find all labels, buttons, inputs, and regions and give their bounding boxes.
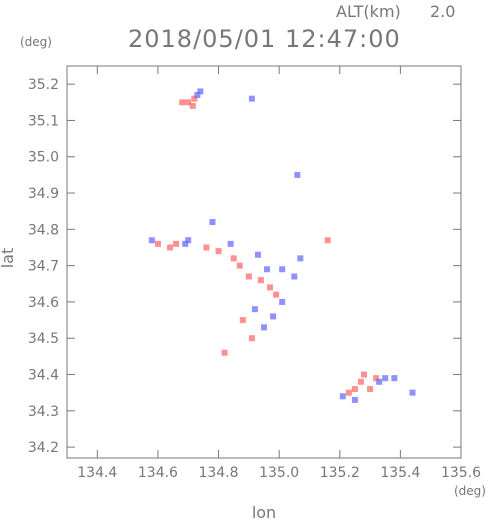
plot-frame [66, 65, 462, 459]
y-tick-label: 34.8 [28, 222, 59, 238]
echo-point [382, 375, 389, 382]
echo-point [351, 396, 358, 403]
echo-point [409, 389, 416, 396]
x-tick-label: 134.6 [138, 465, 178, 481]
echo-point [361, 371, 368, 378]
x-tick-label: 134.8 [198, 465, 238, 481]
echo-point [227, 240, 234, 247]
x-tick-label: 134.4 [77, 465, 117, 481]
echo-point [221, 349, 228, 356]
echo-point [236, 262, 243, 269]
echo-point [279, 298, 286, 305]
echo-point [189, 102, 196, 109]
echo-point [215, 248, 222, 255]
echo-point [248, 95, 255, 102]
echo-point [173, 240, 180, 247]
echo-point [351, 386, 358, 393]
x-unit-label: (deg) [454, 484, 486, 498]
y-tick-label: 35.1 [28, 113, 59, 129]
echo-point [324, 237, 331, 244]
echo-series-negative [148, 88, 416, 403]
x-tick-label: 135.6 [441, 465, 481, 481]
echo-point [345, 389, 352, 396]
y-tick-label: 34.9 [28, 186, 59, 202]
echo-series-positive [154, 95, 380, 396]
x-axis-ticks: 134.4 134.6 134.8 135.0 135.2 135.4 135.6 [77, 66, 481, 481]
echo-point [297, 255, 304, 262]
y-tick-label: 34.7 [28, 259, 59, 275]
y-tick-label: 34.4 [28, 368, 59, 384]
y-tick-label: 34.2 [28, 440, 59, 456]
x-tick-label: 135.2 [320, 465, 360, 481]
echo-point [376, 378, 383, 385]
y-unit-label: (deg) [20, 35, 52, 49]
echo-point [154, 240, 161, 247]
echo-point [261, 324, 267, 331]
echo-point [357, 378, 364, 385]
echo-point [279, 266, 286, 273]
echo-point [191, 95, 198, 102]
y-tick-label: 35.2 [28, 77, 59, 93]
echo-point [373, 375, 380, 382]
echo-point [148, 237, 155, 244]
altitude-value: 2.0 [430, 2, 455, 21]
x-axis-title: lon [252, 503, 276, 521]
echo-point [273, 291, 280, 298]
echo-point [264, 266, 271, 273]
y-tick-label: 34.3 [28, 404, 59, 420]
echo-point [248, 335, 255, 342]
datetime-title: 2018/05/01 12:47:00 [128, 25, 401, 53]
echo-point [185, 237, 192, 244]
x-tick-label: 135.0 [259, 465, 299, 481]
echo-point [251, 306, 258, 313]
echo-point [197, 88, 204, 95]
x-tick-label: 135.4 [380, 465, 420, 481]
echo-point [291, 273, 298, 280]
echo-point [391, 375, 398, 382]
echo-point [245, 273, 252, 280]
echo-point [270, 313, 277, 320]
altitude-label: ALT(km) [336, 2, 401, 21]
echo-point [167, 244, 174, 251]
y-axis-ticks: 34.2 34.3 34.4 34.5 34.6 34.7 34.8 34.9 35.0 35.1… [28, 77, 461, 456]
y-tick-label: 34.6 [28, 295, 59, 311]
echo-point [230, 255, 237, 262]
echo-point [239, 317, 246, 324]
echo-point [194, 92, 201, 99]
echo-point [185, 99, 192, 106]
y-tick-label: 35.0 [28, 150, 59, 166]
echo-point [209, 219, 216, 226]
echo-point [294, 171, 301, 178]
y-tick-label: 34.5 [28, 331, 59, 347]
echo-point [203, 244, 210, 251]
echo-point [254, 251, 261, 258]
echo-point [257, 277, 264, 284]
echo-point [267, 284, 274, 291]
echo-point [182, 240, 189, 247]
echo-point [179, 99, 186, 106]
y-axis-title: lat [0, 248, 17, 269]
echo-point [367, 386, 374, 393]
echo-point [339, 393, 346, 400]
